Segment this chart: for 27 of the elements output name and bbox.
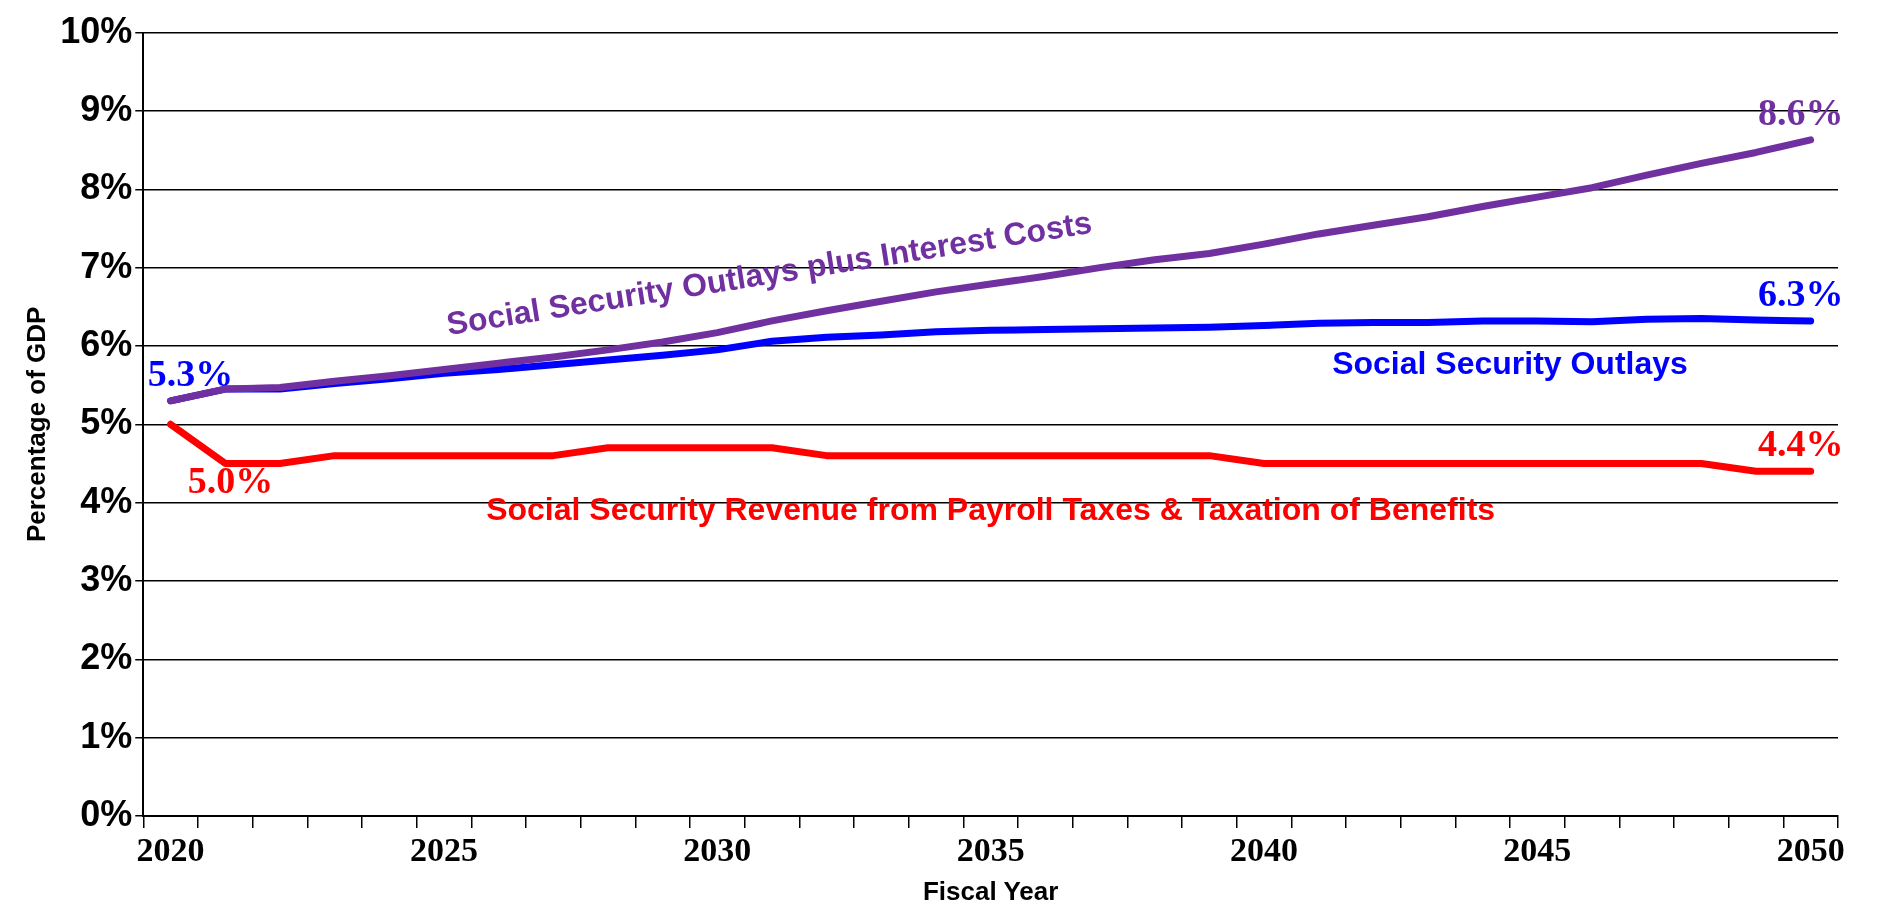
y-tick-label: 5% [80, 401, 133, 443]
y-tick-label: 2% [80, 636, 133, 678]
y-tick-label: 0% [80, 792, 133, 834]
text: Social Security Outlays plus Interest Costs [443, 203, 1095, 342]
x-tick-label: 2025 [409, 831, 478, 869]
series-label: Social Security Revenue from Payroll Taxes & Taxation of Benefits [486, 491, 1496, 528]
y-axis-title: Percentage of GDP [20, 306, 51, 543]
x-tick-label: 2045 [1503, 831, 1572, 869]
y-tick-label: 9% [80, 87, 133, 129]
x-tick-label: 2020 [136, 831, 205, 869]
y-tick-label: 7% [80, 244, 133, 286]
x-tick-label: 2040 [1229, 831, 1298, 869]
series-label: Social Security Outlays [1332, 344, 1688, 381]
data-label: 4.4% [1757, 422, 1844, 465]
y-tick-label: 4% [80, 479, 133, 521]
data-label: 5.0% [187, 459, 274, 502]
data-label: 5.3% [147, 351, 234, 394]
data-label: 6.3% [1757, 271, 1844, 314]
x-tick-label: 2030 [683, 831, 752, 869]
y-tick-label: 8% [80, 166, 133, 208]
y-tick-label: 6% [80, 322, 133, 364]
x-tick-label: 2050 [1776, 831, 1845, 869]
x-tick-label: 2035 [956, 831, 1025, 869]
x-axis-title: Fiscal Year [922, 875, 1059, 906]
y-tick-label: 10% [60, 9, 133, 51]
y-tick-label: 1% [80, 714, 133, 756]
y-tick-label: 3% [80, 557, 133, 599]
